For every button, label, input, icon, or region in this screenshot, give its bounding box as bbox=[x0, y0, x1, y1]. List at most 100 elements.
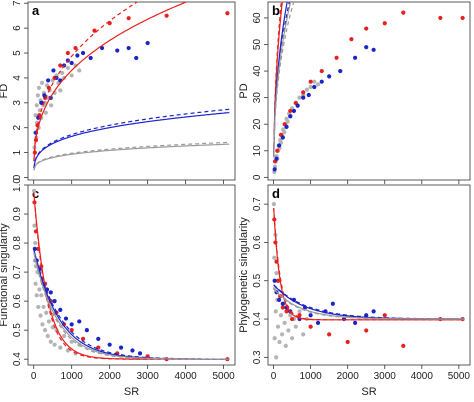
data-point-a-blue bbox=[39, 100, 44, 105]
data-point-b-blue bbox=[306, 92, 311, 98]
data-point-a-grey bbox=[73, 63, 78, 68]
data-point-c-grey bbox=[58, 345, 63, 350]
data-point-a-blue bbox=[145, 40, 150, 46]
xtick-label-d: 2000 bbox=[337, 371, 360, 382]
data-point-a-red bbox=[225, 11, 230, 16]
data-point-b-blue bbox=[319, 79, 324, 84]
fit-curve-c-red-dashed bbox=[33, 193, 230, 360]
fit-curve-a-grey_line-dashed bbox=[33, 141, 230, 171]
panel-label-a: a bbox=[32, 3, 40, 18]
data-point-d-grey bbox=[277, 339, 282, 345]
data-point-d-red bbox=[289, 316, 295, 322]
xtick-label-c: 3000 bbox=[137, 371, 160, 382]
ytick-label-b: 40 bbox=[252, 65, 263, 77]
data-point-d-blue bbox=[272, 278, 277, 283]
ytick-label-c: 0.7 bbox=[12, 265, 23, 279]
ytick-label-b: 50 bbox=[252, 39, 263, 51]
ytick-label-d: 0.4 bbox=[252, 312, 263, 326]
fit-curve-d-blue-solid bbox=[273, 284, 465, 320]
data-point-b-blue bbox=[295, 103, 300, 108]
data-point-a-red bbox=[126, 16, 131, 21]
xtick-label-c: 4000 bbox=[174, 371, 197, 382]
ytick-label-c: 1.0 bbox=[12, 178, 23, 192]
ytick-label-d: 0.3 bbox=[252, 350, 263, 364]
fit-curve-c-blue-solid bbox=[33, 249, 230, 360]
data-point-b-blue bbox=[280, 135, 285, 140]
data-point-b-blue bbox=[364, 45, 369, 50]
data-point-b-red bbox=[288, 108, 293, 114]
panel-frame-a bbox=[27, 1, 236, 181]
data-point-b-red bbox=[460, 15, 465, 21]
ytick-label-b: 10 bbox=[252, 145, 263, 157]
data-point-d-red bbox=[364, 328, 369, 333]
panel-label-c: c bbox=[32, 186, 39, 201]
data-point-c-grey bbox=[33, 240, 38, 246]
data-point-b-blue bbox=[288, 114, 293, 119]
data-point-b-blue bbox=[301, 95, 306, 100]
data-point-d-blue bbox=[277, 297, 282, 302]
ytick-label-c: 0.8 bbox=[12, 236, 23, 250]
data-point-a-blue bbox=[42, 93, 47, 98]
data-point-c-grey bbox=[36, 304, 41, 310]
data-point-b-grey bbox=[297, 95, 302, 100]
data-point-d-red bbox=[382, 313, 387, 318]
ytick-label-b: 60 bbox=[252, 12, 263, 24]
data-point-a-blue bbox=[46, 78, 51, 83]
data-point-a-blue bbox=[134, 55, 139, 61]
ytick-label-c: 0.9 bbox=[12, 207, 23, 221]
data-point-b-grey bbox=[308, 84, 313, 90]
data-point-d-grey bbox=[274, 355, 279, 360]
data-point-a-grey bbox=[65, 65, 70, 71]
data-point-b-blue bbox=[371, 47, 376, 52]
data-point-d-grey bbox=[282, 320, 287, 325]
panel-label-b: b bbox=[272, 3, 280, 18]
data-point-b-blue bbox=[338, 68, 343, 74]
fit-curve-d-grey_line-dashed bbox=[273, 288, 465, 320]
data-point-a-grey bbox=[35, 93, 40, 98]
data-point-d-blue bbox=[315, 320, 321, 325]
data-point-c-blue bbox=[32, 246, 37, 251]
data-point-a-blue bbox=[126, 45, 131, 51]
data-point-a-grey bbox=[34, 103, 39, 108]
data-point-c-grey bbox=[37, 287, 42, 292]
data-point-c-grey bbox=[61, 333, 67, 339]
data-point-d-red bbox=[284, 309, 289, 314]
data-point-d-grey bbox=[272, 255, 277, 260]
data-point-b-blue bbox=[312, 84, 317, 90]
data-point-d-red bbox=[308, 324, 313, 329]
data-point-d-red bbox=[275, 278, 281, 283]
data-point-b-blue bbox=[353, 55, 358, 60]
data-point-d-grey bbox=[288, 313, 293, 318]
xtick-label-c: 1000 bbox=[61, 371, 84, 382]
data-point-a-blue bbox=[75, 53, 80, 58]
fit-curve-b-grey_line-solid bbox=[273, 2, 292, 157]
data-point-d-grey bbox=[289, 336, 295, 341]
data-point-c-blue bbox=[48, 290, 53, 295]
xtick-label-d: 4000 bbox=[411, 371, 434, 382]
fit-curve-d-blue-dashed bbox=[273, 284, 465, 320]
xtick-label-c: 0 bbox=[31, 371, 37, 382]
data-point-d-red bbox=[280, 305, 285, 310]
data-point-c-red bbox=[80, 336, 86, 341]
data-point-d-red bbox=[401, 343, 406, 348]
ytick-label-a: 1 bbox=[12, 149, 23, 155]
xtick-label-c: 2000 bbox=[99, 371, 122, 382]
data-point-c-grey bbox=[31, 188, 37, 193]
xtick-label-d: 3000 bbox=[374, 371, 397, 382]
ytick-label-c: 0.5 bbox=[12, 323, 23, 337]
data-point-d-red bbox=[345, 339, 350, 345]
fit-curve-a-red-dashed bbox=[33, 2, 139, 161]
data-point-d-blue bbox=[353, 320, 358, 325]
data-point-a-red bbox=[58, 63, 63, 68]
data-point-d-grey bbox=[275, 324, 281, 329]
data-point-b-grey bbox=[304, 87, 310, 92]
data-point-b-red bbox=[382, 21, 387, 26]
ytick-label-a: 6 bbox=[12, 25, 23, 31]
data-point-c-blue bbox=[137, 351, 143, 356]
data-point-a-blue bbox=[88, 55, 93, 61]
data-point-b-red bbox=[334, 55, 339, 60]
y-axis-label-a: FD bbox=[0, 84, 10, 99]
xtick-label-c: 5000 bbox=[212, 371, 235, 382]
data-point-c-grey bbox=[48, 339, 53, 344]
